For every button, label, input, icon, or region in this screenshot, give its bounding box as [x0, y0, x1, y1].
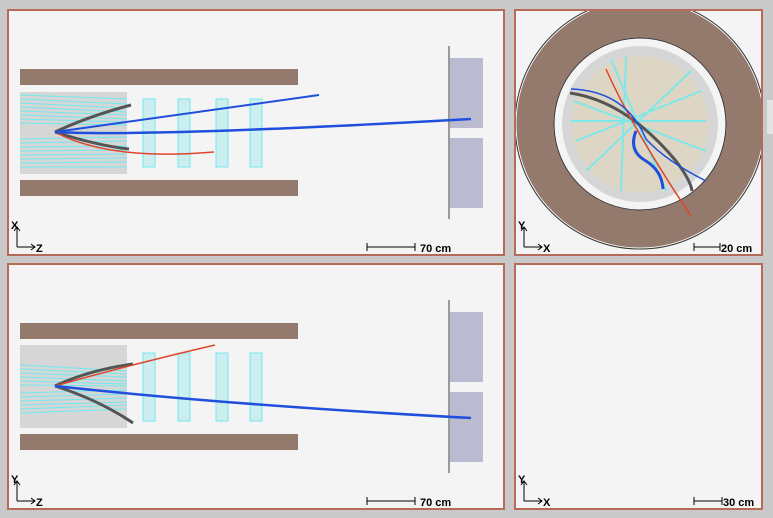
- magnet-yoke-ring: [516, 11, 761, 248]
- view-xz-canvas: X Z 70 cm: [11, 46, 483, 254]
- view-xz-panel[interactable]: X Z 70 cm: [7, 9, 505, 256]
- axis-gizmo: [13, 480, 36, 505]
- axis-label-vertical: Y: [11, 474, 19, 486]
- track-red: [54, 344, 216, 387]
- scale-label: 30 cm: [723, 497, 754, 508]
- view-yz-canvas: Y Z 70 cm: [11, 300, 483, 508]
- scale-bar: [693, 243, 721, 251]
- scale-label: 20 cm: [721, 243, 752, 254]
- window-edge: [767, 100, 773, 134]
- axis-label-vertical: Y: [518, 474, 526, 486]
- view-empty-canvas: Y X 30 cm: [518, 474, 754, 508]
- magnet-yoke-inner-edge: [553, 37, 727, 211]
- track-gray: [569, 91, 694, 192]
- tracking-stations: [142, 98, 263, 168]
- vertex-tracker: [20, 345, 127, 428]
- track-blue: [54, 117, 472, 135]
- view-xy-canvas: Y X 20 cm: [516, 11, 761, 254]
- tracking-stations: [142, 352, 263, 422]
- axis-label-horizontal: X: [543, 497, 551, 508]
- calorimeter-lower: [450, 392, 483, 462]
- track-blue: [632, 130, 665, 190]
- magnet-coil-bottom: [20, 180, 298, 196]
- axis-gizmo: [520, 480, 543, 505]
- view-empty-panel[interactable]: Y X 30 cm: [514, 263, 763, 510]
- scale-bar: [366, 243, 416, 251]
- scale-bar: [693, 497, 723, 505]
- track-gray: [54, 130, 130, 151]
- track-blue: [54, 384, 472, 420]
- scale-label: 70 cm: [420, 243, 451, 254]
- view-yz-panel[interactable]: Y Z 70 cm: [7, 263, 505, 510]
- track-blue: [570, 88, 707, 182]
- magnet-coil-top: [20, 323, 298, 339]
- magnet-yoke-outer-edge: [516, 11, 761, 250]
- axis-gizmo: [13, 226, 36, 251]
- track-red: [54, 131, 215, 155]
- axis-gizmo: [520, 226, 543, 251]
- scale-bar: [366, 497, 416, 505]
- detector-hits: [571, 55, 707, 192]
- axis-label-vertical: Y: [518, 220, 526, 232]
- view-xy-panel[interactable]: Y X 20 cm: [514, 9, 763, 256]
- magnet-coil-top: [20, 69, 298, 85]
- axis-label-horizontal: Z: [36, 243, 43, 254]
- axis-label-vertical: X: [11, 220, 19, 232]
- track-gray: [54, 362, 134, 388]
- axis-label-horizontal: Z: [36, 497, 43, 508]
- track-gray: [54, 103, 132, 134]
- track-blue: [54, 94, 320, 133]
- calorimeter-upper: [450, 58, 483, 128]
- scale-label: 70 cm: [420, 497, 451, 508]
- track-red: [605, 68, 692, 217]
- magnet-coil-bottom: [20, 434, 298, 450]
- calorimeter-lower: [450, 138, 483, 208]
- axis-label-horizontal: X: [543, 243, 551, 254]
- track-gray: [54, 384, 134, 425]
- calorimeter-upper: [450, 312, 483, 382]
